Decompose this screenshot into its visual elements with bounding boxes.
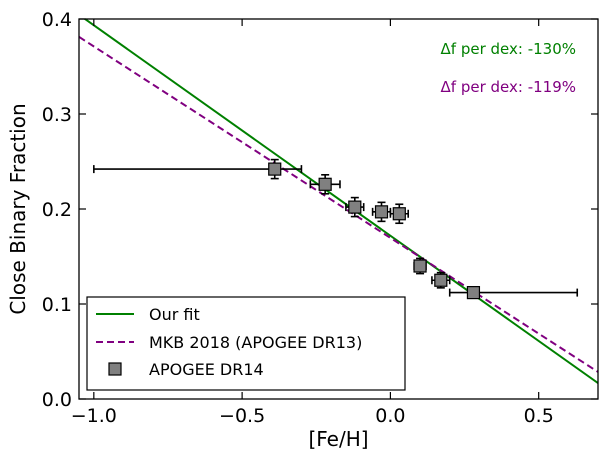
mkb-2018-line: [79, 36, 598, 373]
legend-label-our-fit: Our fit: [149, 305, 200, 324]
x-tick-label: 0.5: [524, 405, 554, 427]
x-tick-label: −0.5: [219, 405, 265, 427]
square-marker: [374, 205, 389, 219]
legend-label-apogee: APOGEE DR14: [149, 360, 264, 379]
data-point: [431, 271, 451, 289]
y-tick-label: 0.0: [42, 389, 72, 411]
x-axis-label: [Fe/H]: [308, 427, 368, 451]
square-marker: [413, 259, 427, 273]
annotation-mkb-slope: Δf per dex: -119%: [441, 78, 576, 96]
y-tick-label: 0.2: [42, 199, 72, 221]
annotation-our-fit-slope: Δf per dex: -130%: [441, 40, 576, 58]
legend-label-mkb: MKB 2018 (APOGEE DR13): [149, 333, 362, 352]
square-marker: [434, 273, 448, 287]
data-point: [413, 257, 427, 275]
plot-area: [79, 19, 598, 384]
y-tick-label: 0.4: [42, 9, 72, 31]
legend-marker-apogee: [108, 362, 122, 376]
data-point: [371, 201, 392, 223]
plot-content: [79, 19, 598, 384]
data-point: [448, 286, 579, 300]
square-marker: [392, 207, 406, 221]
square-marker: [318, 177, 332, 191]
our-fit-line: [83, 19, 598, 384]
axes: −1.0 −0.5 0.0 0.5 0.0 0.1 0.2 0.3 0.4: [42, 9, 599, 427]
x-tick-label: 0.0: [375, 405, 405, 427]
square-marker: [466, 286, 481, 300]
data-point: [309, 174, 341, 195]
square-marker: [348, 200, 362, 214]
y-axis-label: Close Binary Fraction: [6, 103, 30, 314]
data-point: [345, 196, 365, 218]
y-tick-label: 0.3: [42, 104, 72, 126]
data-point: [93, 158, 303, 180]
y-tick-label: 0.1: [42, 294, 72, 316]
legend-box: [86, 296, 406, 391]
x-tick-label: −1.0: [71, 405, 117, 427]
data-point: [389, 203, 409, 225]
square-marker: [268, 162, 282, 176]
legend: Our fit MKB 2018 (APOGEE DR13) APOGEE DR…: [86, 296, 406, 391]
